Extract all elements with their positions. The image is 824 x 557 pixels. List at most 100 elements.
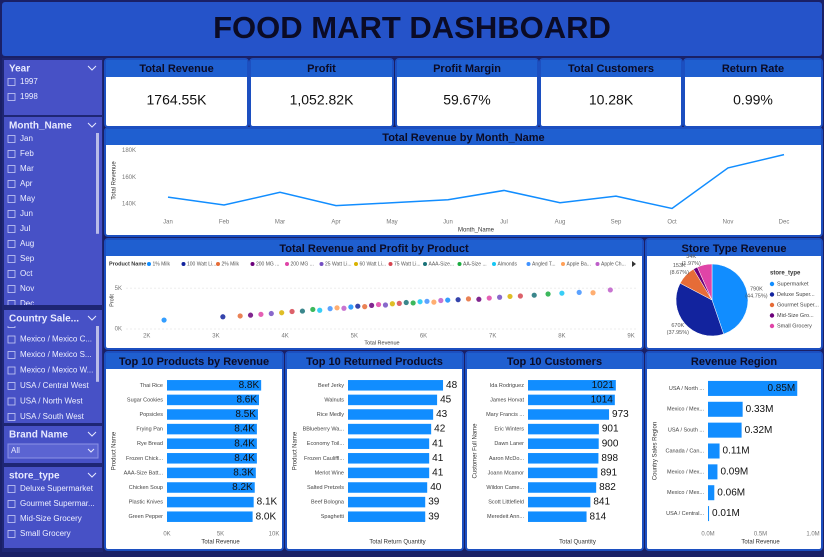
checkbox[interactable]: [7, 485, 16, 493]
legend-swatch: [216, 262, 220, 266]
value-label: 43: [436, 409, 448, 420]
slicer-item[interactable]: Aug: [20, 239, 34, 248]
x-tick-label: 8K: [558, 334, 565, 340]
checkbox[interactable]: [7, 210, 16, 218]
checkbox[interactable]: [7, 515, 16, 523]
legend-swatch: [250, 262, 255, 266]
clip-group: 1997 1998: [7, 77, 38, 101]
slicer-item[interactable]: Apr: [20, 179, 33, 188]
slicer-item[interactable]: Mexico / Mexico C...: [20, 335, 92, 344]
legend-label: 200 MG ...: [256, 261, 279, 267]
checkbox[interactable]: [7, 397, 16, 406]
legend-swatch: [595, 262, 600, 266]
y-tick-label: 140K: [122, 201, 136, 207]
legend-swatch: [354, 262, 358, 266]
checkbox[interactable]: [7, 150, 16, 158]
bar: [348, 511, 426, 522]
legend-swatch: [423, 262, 427, 266]
slicer-item[interactable]: Mar: [20, 164, 34, 173]
checkbox[interactable]: [7, 500, 16, 508]
slicer-chevron: [87, 431, 97, 437]
slicer-item[interactable]: Mexico / Mexico S...: [20, 350, 92, 359]
slicer-item[interactable]: May: [20, 194, 35, 203]
checkbox[interactable]: [7, 300, 16, 308]
checkbox[interactable]: [7, 270, 16, 278]
slicer-item[interactable]: Jul: [20, 224, 30, 233]
checkbox[interactable]: [7, 165, 16, 173]
checkbox[interactable]: [7, 413, 16, 421]
bar: [528, 511, 587, 522]
checkbox[interactable]: [7, 366, 16, 375]
value-label: 39: [428, 511, 440, 522]
checkbox[interactable]: [7, 285, 16, 293]
bar: [348, 467, 430, 479]
x-tick-label: Nov: [723, 220, 734, 226]
slicer-item[interactable]: USA / South West: [20, 412, 85, 421]
bar: [528, 409, 610, 420]
slicer-item[interactable]: Canada / Canada ...: [20, 319, 92, 328]
slicer-item[interactable]: USA / North West: [20, 397, 83, 406]
legend-label: AA-Size ...: [463, 261, 487, 267]
checkbox[interactable]: [7, 78, 16, 86]
value-label: 898: [601, 453, 618, 464]
slicer-item[interactable]: Dec: [20, 299, 34, 308]
slicer-item[interactable]: Deluxe Supermarket: [20, 484, 94, 493]
slicer-item[interactable]: Mexico / Mexico W...: [20, 366, 93, 375]
dropdown[interactable]: [7, 443, 99, 459]
checkbox[interactable]: [7, 225, 16, 233]
value-label: 40: [430, 482, 442, 493]
legend-label: Small Grocery: [777, 323, 812, 329]
slicer-item[interactable]: Small Grocery: [20, 529, 71, 538]
kpi-value: 59.67%: [443, 92, 490, 108]
chart-title: Top 10 Returned Products: [306, 356, 443, 368]
slicer-item[interactable]: Nov: [20, 284, 34, 293]
checkbox[interactable]: [7, 93, 16, 101]
scatter-point: [369, 302, 375, 308]
slicer-item[interactable]: Sep: [20, 254, 35, 263]
slicer-item[interactable]: Feb: [20, 149, 34, 158]
slicer-item[interactable]: Jan: [20, 134, 33, 143]
slicer-item[interactable]: Jun: [20, 209, 33, 218]
slicer-item[interactable]: Mid-Size Grocery: [20, 514, 82, 523]
scatter-point: [417, 299, 423, 305]
legend-next[interactable]: [632, 261, 636, 267]
checkbox[interactable]: [7, 530, 16, 538]
slicer-item[interactable]: 1997: [20, 77, 38, 86]
y-tick-label: 180K: [122, 148, 136, 154]
scatter-point: [531, 292, 537, 298]
x-tick-label: Dec: [779, 220, 790, 226]
legend-label: Apple Ch...: [601, 261, 626, 267]
x-tick-label: 7K: [489, 334, 496, 340]
legend-swatch: [388, 262, 393, 266]
value-label: 39: [428, 497, 440, 508]
bar: [528, 467, 598, 479]
x-axis-title: Total Revenue: [364, 340, 399, 346]
kpi-value: 10.28K: [589, 92, 634, 108]
checkbox[interactable]: [7, 255, 16, 263]
slicer-title: store_type: [9, 471, 60, 482]
y-axis-title: Profit: [109, 294, 115, 307]
checkbox[interactable]: [7, 240, 16, 248]
slicer-item[interactable]: Oct: [20, 269, 33, 278]
clip-group: Jan Feb Mar Apr May Jun Jul Aug Sep Oct Nov Dec: [7, 134, 35, 308]
checkbox[interactable]: [7, 180, 16, 188]
checkbox[interactable]: [7, 195, 16, 203]
slicer-item[interactable]: 1998: [20, 92, 38, 101]
checkbox[interactable]: [7, 135, 16, 143]
clip-group: Deluxe Supermarket Gourmet Supermar... Mid…: [7, 484, 95, 538]
value-label: 0.11M: [723, 446, 750, 457]
checkbox[interactable]: [7, 335, 16, 344]
scatter-point: [445, 297, 451, 303]
category-label: Popsicles: [139, 412, 163, 418]
checkbox[interactable]: [7, 321, 16, 328]
value-label: 48: [446, 380, 458, 391]
slicer-item[interactable]: USA / Central West: [20, 381, 90, 390]
category-label: Beef Bologna: [311, 500, 345, 506]
checkbox[interactable]: [7, 382, 16, 390]
x-axis-title: Total Quantity: [559, 540, 596, 546]
value-label: 8.1K: [257, 497, 278, 508]
bar: [528, 423, 599, 435]
scatter-point: [438, 297, 444, 304]
slicer-item[interactable]: Gourmet Supermar...: [20, 499, 95, 508]
checkbox[interactable]: [7, 351, 16, 359]
